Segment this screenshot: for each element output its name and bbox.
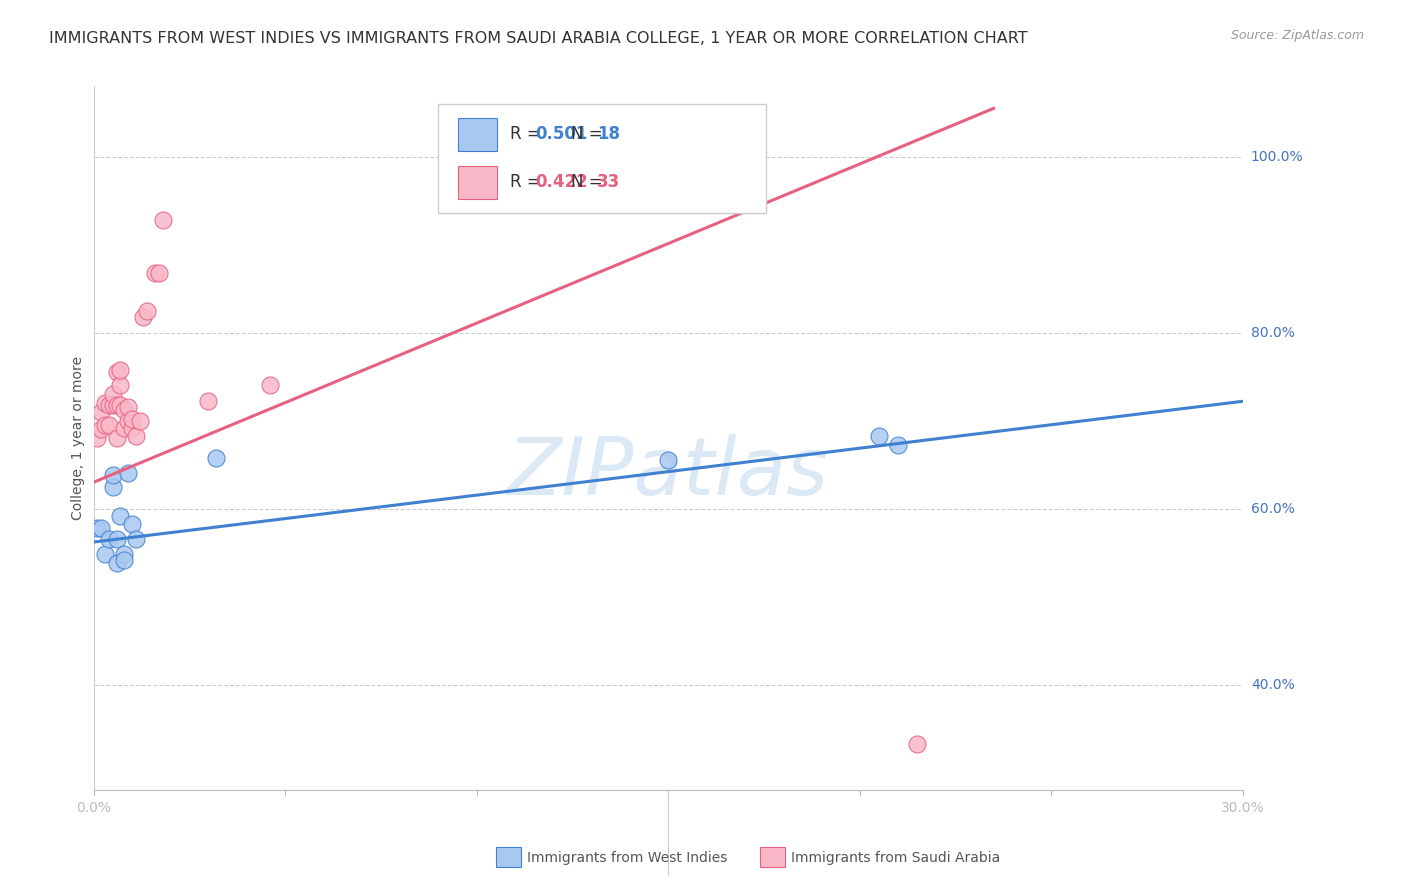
Point: [97, 398, 120, 412]
Text: 0.422: 0.422: [534, 174, 588, 192]
Text: Source: ZipAtlas.com: Source: ZipAtlas.com: [1230, 29, 1364, 42]
Point: [112, 420, 135, 434]
Point: [905, 738, 928, 752]
Text: 18: 18: [598, 126, 620, 144]
Point: [259, 378, 281, 392]
Point: [97, 533, 120, 547]
Text: ZIPatlas: ZIPatlas: [508, 434, 830, 512]
Point: [143, 266, 166, 280]
Text: 33: 33: [598, 174, 620, 192]
Text: N =: N =: [571, 174, 607, 192]
Text: 60.0%: 60.0%: [1251, 501, 1295, 516]
Point: [117, 467, 139, 481]
Text: R =: R =: [510, 174, 547, 192]
Text: R =: R =: [510, 126, 547, 144]
Point: [94, 418, 117, 433]
Point: [887, 438, 910, 452]
Point: [125, 533, 148, 547]
Point: [86, 431, 108, 445]
Text: 0.501: 0.501: [534, 126, 588, 144]
Point: [148, 266, 170, 280]
Point: [105, 556, 128, 570]
Point: [132, 310, 155, 324]
Point: [94, 396, 117, 410]
Point: [110, 508, 132, 523]
Text: 40.0%: 40.0%: [1251, 678, 1295, 691]
Point: [105, 533, 128, 547]
Point: [650, 186, 672, 201]
Point: [152, 213, 174, 227]
Point: [94, 547, 117, 561]
Point: [121, 412, 143, 426]
Point: [90, 422, 112, 436]
Text: IMMIGRANTS FROM WEST INDIES VS IMMIGRANTS FROM SAUDI ARABIA COLLEGE, 1 YEAR OR M: IMMIGRANTS FROM WEST INDIES VS IMMIGRANT…: [49, 31, 1028, 46]
Point: [110, 378, 132, 392]
Point: [136, 303, 159, 318]
Point: [465, 185, 488, 199]
Point: [128, 414, 150, 428]
Point: [112, 547, 135, 561]
Text: Immigrants from Saudi Arabia: Immigrants from Saudi Arabia: [792, 851, 1000, 865]
Point: [112, 552, 135, 566]
Point: [101, 398, 124, 412]
Point: [121, 517, 143, 532]
Y-axis label: College, 1 year or more: College, 1 year or more: [72, 356, 86, 520]
Point: [101, 468, 124, 483]
Text: 80.0%: 80.0%: [1251, 326, 1295, 340]
Point: [101, 480, 124, 494]
Point: [657, 453, 679, 467]
Point: [105, 365, 128, 379]
Point: [105, 431, 128, 445]
Point: [868, 429, 890, 443]
Point: [117, 414, 139, 428]
Point: [101, 387, 124, 401]
Text: Immigrants from West Indies: Immigrants from West Indies: [527, 851, 727, 865]
Point: [97, 418, 120, 433]
Point: [205, 450, 228, 465]
Point: [121, 420, 143, 434]
Point: [105, 398, 128, 412]
Point: [90, 521, 112, 535]
Point: [110, 362, 132, 376]
Point: [110, 398, 132, 412]
Point: [125, 429, 148, 443]
Point: [117, 401, 139, 415]
Point: [90, 405, 112, 419]
Text: N =: N =: [571, 126, 607, 144]
Point: [112, 403, 135, 417]
Text: 100.0%: 100.0%: [1251, 150, 1303, 164]
Point: [197, 394, 219, 409]
Point: [86, 521, 108, 535]
